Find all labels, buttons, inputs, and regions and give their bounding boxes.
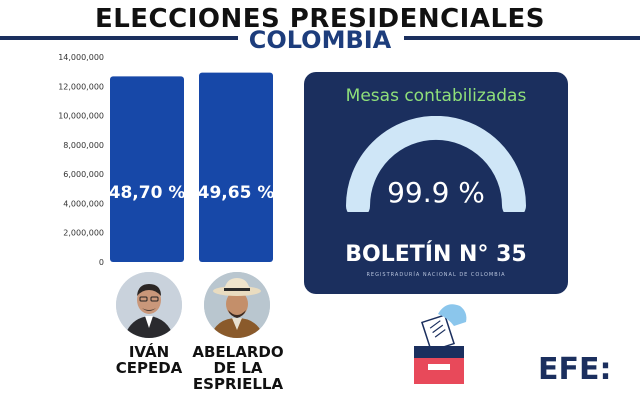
bar-1 [110,76,184,262]
candidate-1-name: IVÁN CEPEDA [106,344,192,376]
candidate-2-name-line: DE LA [213,359,263,377]
candidate-2-photo [204,272,270,338]
registry-caption: REGISTRADURÍA NACIONAL DE COLOMBIA [366,272,506,278]
gauge-value: 99.9 % [387,176,485,209]
counted-tables-panel: Mesas contabilizadas 99.9 % BOLETÍN N° 3… [304,72,568,294]
candidate-1-photo [116,272,182,338]
y-tick-label: 10,000,000 [58,112,104,121]
bulletin-number: BOLETÍN N° 35 [345,242,527,267]
bar-2 [199,72,273,263]
panel-title: Mesas contabilizadas [345,86,527,106]
counted-tables-gauge [346,116,526,212]
efe-logo: EFE: [538,352,612,387]
y-tick-label: 14,000,000 [58,53,104,62]
candidate-1-name-line: IVÁN [128,343,170,361]
bar-1-label: 48,70 % [109,183,186,203]
page-title: ELECCIONES PRESIDENCIALES [94,4,546,34]
title-rule-left [0,36,238,40]
ballot-box-icon [414,304,467,384]
page-subtitle: COLOMBIA [248,26,392,54]
candidate-2-name-line: ESPRIELLA [192,375,284,393]
title-rule-right [404,36,640,40]
vote-bar-chart: 0 2,000,000 4,000,000 6,000,000 8,000,000 10,… [58,53,275,267]
y-tick-label: 0 [99,258,104,267]
gauge-fill [346,116,526,212]
y-tick-label: 8,000,000 [63,141,104,150]
y-tick-label: 2,000,000 [63,229,104,238]
y-tick-label: 12,000,000 [58,82,104,91]
candidate-2-name: ABELARDO DE LA ESPRIELLA [186,344,290,392]
candidate-1-name-line: CEPEDA [115,359,183,377]
bar-2-label: 49,65 % [198,183,275,203]
candidate-2-name-line: ABELARDO [192,343,284,361]
y-tick-label: 4,000,000 [63,199,104,208]
y-tick-label: 6,000,000 [63,170,104,179]
